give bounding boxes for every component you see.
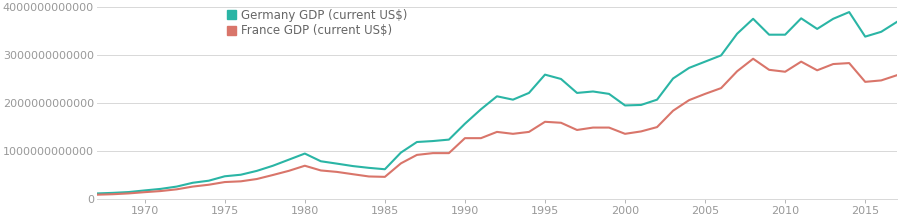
Legend: Germany GDP (current US$), France GDP (current US$): Germany GDP (current US$), France GDP (c… <box>227 9 407 37</box>
